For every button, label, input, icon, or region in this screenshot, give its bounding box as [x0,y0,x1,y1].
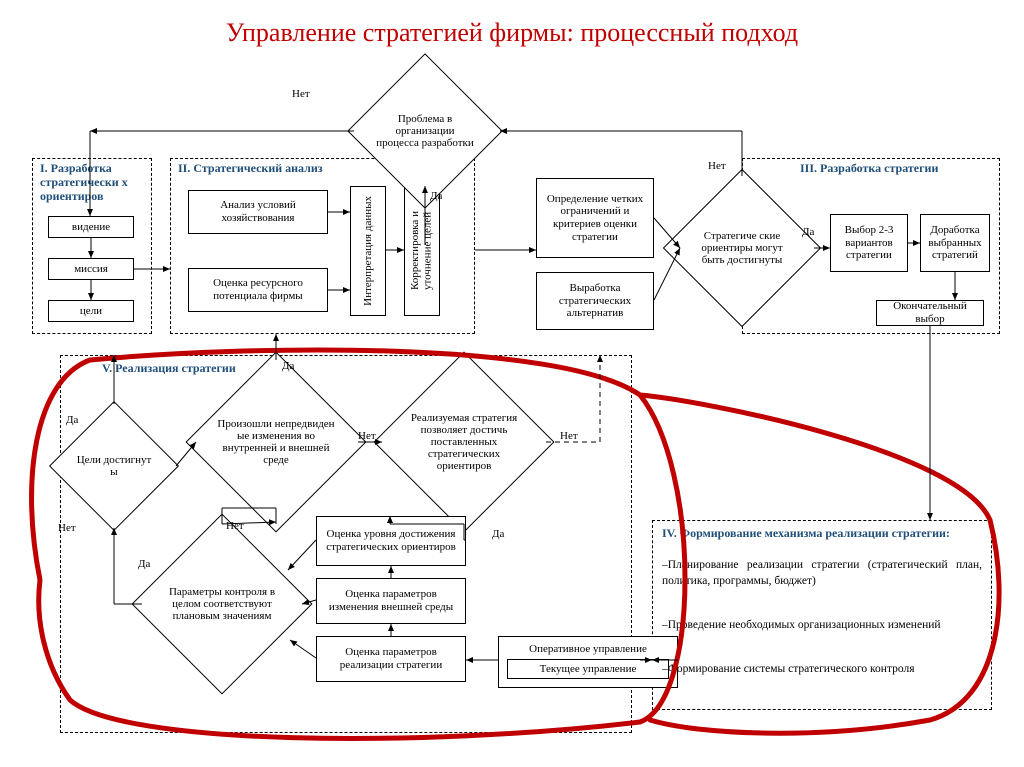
label-yes-1: Да [430,190,442,202]
label-no-ga: Нет [58,522,76,534]
label-no-orient: Нет [708,160,726,172]
label-no-ch: Нет [358,430,376,442]
node-final: Окончательный выбор [876,300,984,326]
op-inner: Текущее управление [507,659,669,679]
decision-problem: Проблема в организации процесса разработ… [370,76,480,186]
decision-changes-label: Произошли непредвиден ые изменения во вн… [212,378,340,506]
label-no-pm: Нет [226,520,244,532]
label-yes-ch: Да [282,360,294,372]
op-title: Оперативное управление [507,643,669,655]
node-goals: цели [48,300,134,322]
label-no-1: Нет [292,88,310,100]
node-mission: миссия [48,258,134,280]
label-yes-sa: Да [492,528,504,540]
decision-problem-label: Проблема в организации процесса разработ… [370,76,480,186]
iv-body-3: –Формирование системы стратегического ко… [662,662,982,678]
node-assess-env: Оценка параметров изменения внешней сред… [316,578,466,624]
node-refine: Доработка выбранных стратегий [920,214,990,272]
decision-params-label: Параметры контроля в целом соответствуют… [158,540,286,668]
iv-body-2: –Проведение необходимых организационных … [662,618,982,634]
group-4 [652,520,992,710]
node-op-management: Оперативное управление Текущее управлени… [498,636,678,688]
node-assess-level: Оценка уровня достижения стратегических … [316,516,466,566]
decision-orient: Стратегиче ские ориентиры могут быть дос… [686,192,798,304]
label-yes-orient: Да [802,226,814,238]
node-alternatives: Выработка стратегических альтернатив [536,272,654,330]
node-assess-real: Оценка параметров реализации стратегии [316,636,466,682]
node-interpret: Интерпретация данных [350,186,386,316]
node-interpret-label: Интерпретация данных [362,196,375,306]
decision-strategy-allows: Реализуемая стратегия позволяет достичь … [400,378,528,506]
node-res-potential: Оценка ресурсного потенциала фирмы [188,268,328,312]
iv-body-1: –Планирование реализации стратегии (стра… [662,558,982,589]
node-choose23: Выбор 2-3 вариантов стратегии [830,214,908,272]
diagram-title: Управление стратегией фирмы: процессный … [0,18,1024,48]
group-5-title: V. Реализация стратегии [102,362,242,376]
group-1-title: I. Разработка стратегически х ориентиров [40,162,144,203]
group-3-title: III. Разработка стратегии [800,162,990,176]
decision-orient-label: Стратегиче ские ориентиры могут быть дос… [686,192,798,304]
label-yes-ga: Да [66,414,78,426]
decision-goals-achieved-label: Цели достигнут ы [68,420,160,512]
node-criteria: Определение четких ограничений и критери… [536,178,654,258]
decision-changes: Произошли непредвиден ые изменения во вн… [212,378,340,506]
node-analysis-env: Анализ условий хозяйствования [188,190,328,234]
decision-strategy-allows-label: Реализуемая стратегия позволяет достичь … [400,378,528,506]
group-4-title: IV. Формирование механизма реализации ст… [662,527,982,541]
decision-params: Параметры контроля в целом соответствуют… [158,540,286,668]
label-no-sa: Нет [560,430,578,442]
node-vision: видение [48,216,134,238]
label-yes-pm: Да [138,558,150,570]
decision-goals-achieved: Цели достигнут ы [68,420,160,512]
node-correct-goals-label: Корректировка и уточнение целей [409,190,434,312]
